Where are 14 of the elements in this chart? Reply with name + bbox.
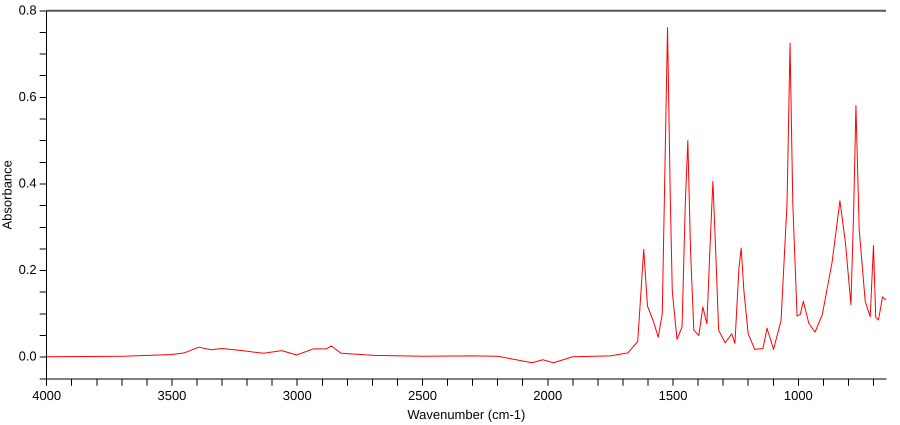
x-axis-title: Wavenumber (cm-1) bbox=[407, 406, 526, 422]
y-tick-label: 0.2 bbox=[18, 262, 37, 278]
y-axis-title: Absorbance bbox=[0, 160, 14, 230]
y-tick-label: 0.4 bbox=[18, 176, 37, 191]
x-tick-label: 1000 bbox=[784, 388, 813, 404]
x-tick-label: 2000 bbox=[533, 388, 562, 404]
y-tick-label: 0.6 bbox=[18, 88, 37, 104]
y-tick-label: 0.8 bbox=[18, 2, 37, 18]
x-tick-label: 2500 bbox=[408, 388, 437, 404]
x-tick-label: 3500 bbox=[157, 388, 186, 404]
y-tick-label: 0.0 bbox=[18, 348, 37, 364]
x-tick-label: 1500 bbox=[658, 388, 688, 404]
x-tick-label: 3000 bbox=[282, 388, 312, 404]
x-tick-label: 4000 bbox=[32, 388, 62, 404]
